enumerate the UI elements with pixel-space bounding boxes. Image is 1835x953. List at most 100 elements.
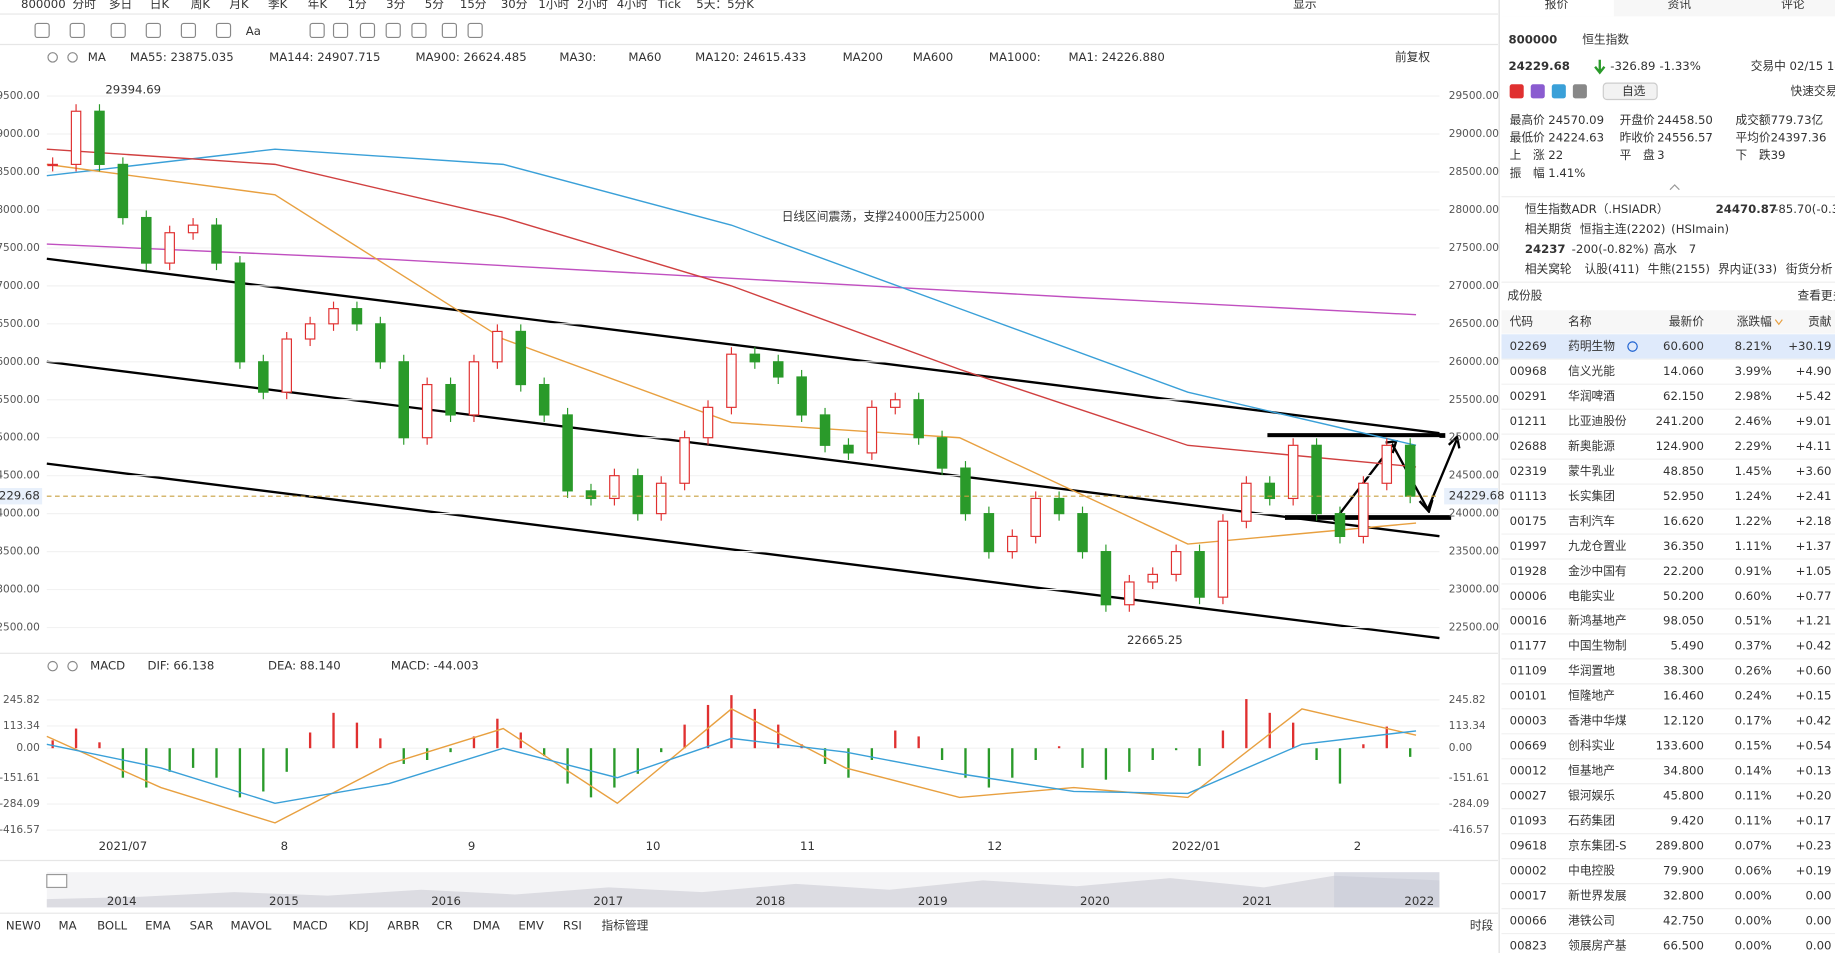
- cell[interactable]: 华润置地: [1568, 664, 1615, 678]
- cell[interactable]: 华润啤酒: [1568, 389, 1615, 403]
- quote-tab[interactable]: 资讯: [1668, 0, 1692, 11]
- warrant-link[interactable]: 街货分析: [1786, 262, 1833, 276]
- indicator-tab[interactable]: MA: [59, 919, 77, 933]
- close-icon[interactable]: [67, 660, 78, 672]
- eye-icon[interactable]: [1627, 341, 1638, 352]
- column-header[interactable]: 代码: [1510, 314, 1533, 328]
- indicator-manage[interactable]: 指标管理: [602, 919, 649, 933]
- period-tab[interactable]: 月K: [229, 0, 249, 11]
- collapse-arrow[interactable]: [1669, 184, 1680, 191]
- adjust-button[interactable]: 前复权: [1395, 50, 1430, 64]
- indicator-tab[interactable]: NEW0: [6, 919, 41, 933]
- indicator-tab[interactable]: ARBR: [387, 919, 419, 933]
- cell[interactable]: 吉利汽车: [1568, 514, 1615, 528]
- indicator-tab[interactable]: SAR: [190, 919, 214, 933]
- indicator-tab[interactable]: BOLL: [97, 919, 128, 933]
- cell[interactable]: 中国生物制: [1568, 639, 1626, 653]
- quote-tab[interactable]: 报价: [1545, 0, 1569, 11]
- cell[interactable]: 新世界发展: [1568, 888, 1627, 902]
- period-tab[interactable]: 15分: [460, 0, 487, 11]
- settings-icon[interactable]: [47, 660, 58, 672]
- adr-name[interactable]: 恒生指数ADR（.HSIADR）: [1525, 202, 1669, 216]
- tool-icon[interactable]: [332, 22, 349, 39]
- period-tab[interactable]: 2小时: [577, 0, 608, 11]
- period-tab[interactable]: 1小时: [538, 0, 569, 11]
- futures-name[interactable]: 恒指主连(2202): [1580, 222, 1666, 236]
- warrant-link[interactable]: 牛熊(2155): [1648, 262, 1710, 276]
- tool-icon[interactable]: [145, 22, 161, 39]
- cell[interactable]: 电能实业: [1568, 589, 1615, 603]
- indicator-tab[interactable]: RSI: [563, 919, 582, 933]
- symbol[interactable]: 800000: [21, 0, 66, 11]
- tool-icon[interactable]: [467, 22, 483, 39]
- period-tab[interactable]: 30分: [501, 0, 528, 11]
- tool-icon[interactable]: [69, 22, 85, 39]
- cell[interactable]: 领展房产基: [1568, 938, 1627, 952]
- display-menu[interactable]: 显示: [1293, 0, 1316, 11]
- period-tab[interactable]: 年K: [308, 0, 328, 11]
- warrant-link[interactable]: 认股(411): [1585, 262, 1640, 276]
- cell[interactable]: 长实集团: [1568, 489, 1615, 503]
- font-tool[interactable]: Aa: [246, 24, 261, 38]
- cell[interactable]: 新鸿基地产: [1568, 614, 1626, 628]
- watch-label[interactable]: 自选: [1622, 84, 1646, 98]
- cell[interactable]: 石药集团: [1568, 814, 1615, 828]
- tool-icon[interactable]: [411, 22, 427, 39]
- overview-window[interactable]: [1334, 872, 1440, 908]
- period-tab[interactable]: 季K: [268, 0, 288, 11]
- indicator-tab[interactable]: DMA: [473, 919, 500, 933]
- period-tab[interactable]: 4小时: [617, 0, 648, 11]
- fast-trade[interactable]: 快速交易: [1791, 84, 1835, 98]
- indicator-tab[interactable]: EMV: [518, 919, 543, 933]
- period-tab[interactable]: Tick: [657, 0, 681, 11]
- cell[interactable]: 创科实业: [1568, 739, 1615, 753]
- cell[interactable]: 恒基地产: [1568, 764, 1615, 778]
- period-tab[interactable]: 5天：5分K: [696, 0, 754, 11]
- cell[interactable]: 香港中华煤: [1568, 714, 1627, 728]
- cell[interactable]: 银河娱乐: [1568, 789, 1615, 803]
- period-tab[interactable]: 1分: [348, 0, 367, 11]
- cell[interactable]: 新奥能源: [1568, 439, 1615, 453]
- period-tab[interactable]: 多日: [109, 0, 132, 11]
- cell[interactable]: 药明生物: [1568, 339, 1615, 353]
- settings-icon[interactable]: [47, 52, 58, 63]
- indicator-tab[interactable]: EMA: [145, 919, 170, 933]
- quote-tab[interactable]: 评论: [1781, 0, 1805, 11]
- period-tab[interactable]: 日K: [150, 0, 170, 11]
- column-header[interactable]: 贡献: [1808, 314, 1832, 328]
- indicator-tab[interactable]: MACD: [293, 919, 328, 933]
- tool-icon[interactable]: [385, 22, 401, 39]
- cell[interactable]: 京东集团-S: [1568, 838, 1626, 852]
- cell[interactable]: 信义光能: [1568, 364, 1615, 378]
- indicator-tab[interactable]: KDJ: [349, 919, 369, 933]
- indicator-tab[interactable]: MAVOL: [231, 919, 272, 933]
- period-setting[interactable]: 时段: [1470, 919, 1494, 933]
- period-tab[interactable]: 5分: [425, 0, 444, 11]
- cell[interactable]: 蒙牛乳业: [1568, 464, 1615, 478]
- more-link[interactable]: 查看更多: [1798, 289, 1835, 303]
- tool-icon[interactable]: [180, 22, 197, 39]
- tool-icon[interactable]: [359, 22, 376, 39]
- warrant-link[interactable]: 界内证(33): [1718, 262, 1777, 276]
- column-header[interactable]: 名称: [1568, 314, 1592, 328]
- cell[interactable]: 比亚迪股份: [1568, 414, 1627, 428]
- column-header[interactable]: 涨跌幅: [1737, 314, 1772, 328]
- overview-button[interactable]: [46, 873, 68, 889]
- tool-icon[interactable]: [34, 22, 50, 39]
- column-header[interactable]: 最新价: [1669, 314, 1704, 328]
- tool-icon[interactable]: [215, 22, 232, 39]
- cell[interactable]: 金沙中国有: [1568, 564, 1626, 578]
- tool-icon[interactable]: [309, 22, 325, 39]
- cell[interactable]: 中电控股: [1568, 863, 1615, 877]
- cell[interactable]: 港铁公司: [1568, 913, 1615, 927]
- close-icon[interactable]: [67, 52, 78, 63]
- period-tab[interactable]: 3分: [386, 0, 405, 11]
- indicator-tab[interactable]: CR: [437, 919, 453, 933]
- cell[interactable]: 恒隆地产: [1568, 689, 1615, 703]
- tool-icon[interactable]: [110, 22, 126, 39]
- tool-icon[interactable]: [441, 22, 457, 39]
- period-tab[interactable]: 周K: [191, 0, 211, 11]
- period-tab[interactable]: 分时: [73, 0, 97, 11]
- watch-button[interactable]: [1602, 82, 1658, 101]
- cell[interactable]: 九龙仓置业: [1568, 539, 1627, 553]
